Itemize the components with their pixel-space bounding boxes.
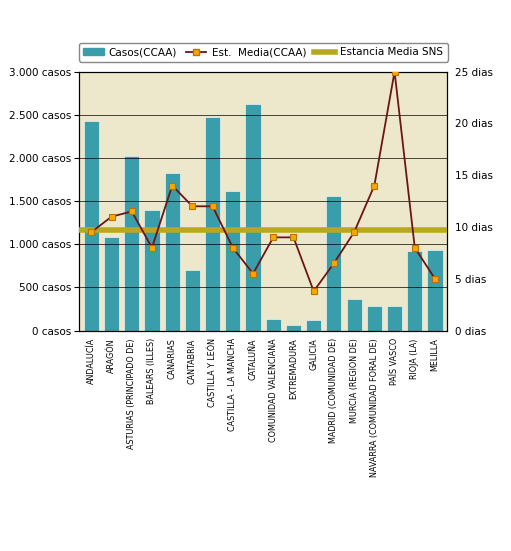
Legend: Casos(CCAA), Est.  Media(CCAA), Estancia Media SNS: Casos(CCAA), Est. Media(CCAA), Estancia … bbox=[79, 43, 448, 62]
Bar bbox=[427, 250, 443, 331]
Bar bbox=[205, 117, 220, 331]
Bar bbox=[104, 237, 119, 331]
Bar bbox=[124, 156, 140, 331]
Bar bbox=[165, 172, 180, 331]
Bar bbox=[84, 121, 99, 331]
Bar bbox=[185, 270, 200, 331]
Bar bbox=[407, 251, 423, 331]
Bar bbox=[306, 320, 321, 331]
Bar bbox=[346, 299, 362, 331]
Bar bbox=[266, 318, 281, 331]
Bar bbox=[225, 191, 240, 331]
Bar bbox=[367, 306, 382, 331]
Bar bbox=[145, 210, 159, 331]
Bar bbox=[245, 104, 261, 331]
Bar bbox=[387, 306, 402, 331]
Bar bbox=[286, 326, 301, 331]
Bar bbox=[327, 196, 341, 331]
